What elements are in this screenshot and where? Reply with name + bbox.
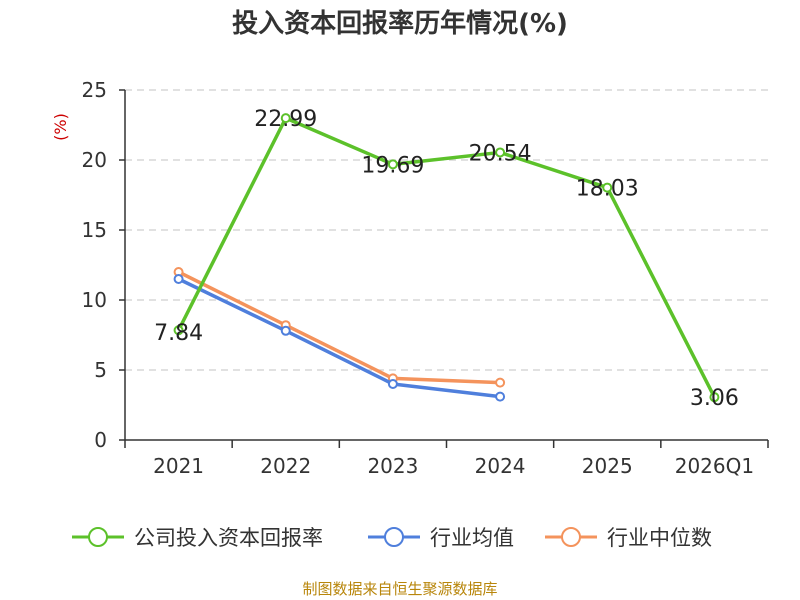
data-labels: 7.84 22.99 19.69 20.54 18.03 3.06 bbox=[154, 107, 739, 411]
chart-title: 投入资本回报率历年情况(%) bbox=[232, 8, 568, 39]
data-label: 7.84 bbox=[154, 321, 203, 346]
legend-label: 行业中位数 bbox=[607, 526, 712, 550]
legend-marker bbox=[561, 527, 581, 547]
data-label: 3.06 bbox=[690, 386, 739, 411]
legend[interactable]: 公司投入资本回报率 行业均值 行业中位数 bbox=[72, 526, 712, 550]
data-label: 22.99 bbox=[254, 107, 317, 132]
data-point[interactable] bbox=[495, 377, 506, 388]
x-tick-label: 2024 bbox=[475, 454, 526, 478]
series-line-1 bbox=[176, 277, 502, 399]
data-label: 20.54 bbox=[469, 141, 532, 166]
y-tick-label: 20 bbox=[82, 148, 107, 172]
data-point[interactable] bbox=[387, 159, 398, 170]
y-axis-unit: (%) bbox=[51, 113, 70, 141]
grid-lines bbox=[125, 89, 768, 371]
series-lines bbox=[173, 113, 720, 403]
series-line-2 bbox=[176, 270, 502, 385]
data-point[interactable] bbox=[173, 274, 184, 284]
data-label: 19.69 bbox=[361, 153, 424, 178]
x-tick-label: 2023 bbox=[367, 454, 418, 478]
data-point[interactable] bbox=[280, 113, 291, 124]
data-point[interactable] bbox=[387, 379, 398, 389]
y-tick-label: 5 bbox=[94, 358, 107, 382]
data-point[interactable] bbox=[495, 147, 506, 158]
legend-item-0[interactable]: 公司投入资本回报率 bbox=[72, 526, 323, 550]
legend-item-1[interactable]: 行业均值 bbox=[368, 526, 514, 550]
data-point[interactable] bbox=[280, 325, 291, 336]
x-tick-label: 2022 bbox=[260, 454, 311, 478]
source-note: 制图数据来自恒生聚源数据库 bbox=[302, 580, 497, 598]
y-tick-label: 25 bbox=[82, 78, 107, 102]
legend-marker bbox=[88, 527, 108, 547]
data-point[interactable] bbox=[602, 182, 613, 193]
series-line-0 bbox=[176, 116, 717, 399]
data-point[interactable] bbox=[709, 392, 720, 403]
legend-marker bbox=[384, 527, 404, 547]
legend-item-2[interactable]: 行业中位数 bbox=[545, 526, 712, 550]
data-label: 18.03 bbox=[576, 177, 639, 202]
y-tick-label: 10 bbox=[82, 288, 107, 312]
x-tick-label: 2025 bbox=[582, 454, 633, 478]
data-point[interactable] bbox=[495, 391, 506, 402]
data-point[interactable] bbox=[173, 325, 184, 336]
legend-label: 公司投入资本回报率 bbox=[134, 526, 323, 550]
x-tick-label: 2021 bbox=[153, 454, 204, 478]
y-tick-label: 15 bbox=[82, 218, 107, 242]
x-tick-label: 2026Q1 bbox=[675, 454, 754, 478]
legend-label: 行业均值 bbox=[430, 526, 514, 550]
y-tick-label: 0 bbox=[94, 428, 107, 452]
